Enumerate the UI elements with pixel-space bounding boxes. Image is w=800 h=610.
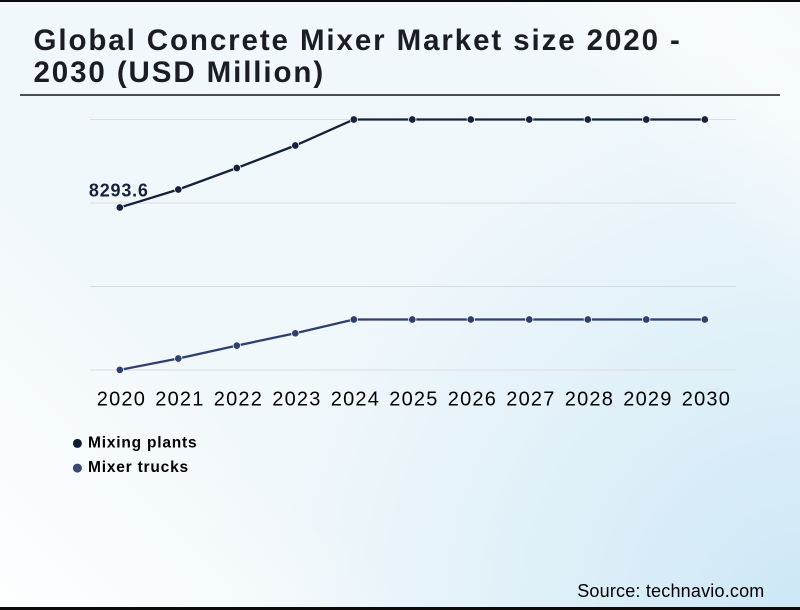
svg-text:2022: 2022 xyxy=(214,388,263,410)
svg-text:2026: 2026 xyxy=(448,388,497,410)
svg-text:2027: 2027 xyxy=(506,388,555,410)
svg-text:2024: 2024 xyxy=(331,388,380,410)
svg-text:2021: 2021 xyxy=(155,388,204,410)
svg-text:2023: 2023 xyxy=(272,388,321,410)
svg-text:Mixer trucks: Mixer trucks xyxy=(88,459,189,476)
svg-text:8293.6: 8293.6 xyxy=(89,180,149,200)
svg-text:2030: 2030 xyxy=(682,388,731,410)
svg-text:2025: 2025 xyxy=(389,388,438,410)
svg-text:Mixing plants: Mixing plants xyxy=(88,434,197,451)
svg-text:2020: 2020 xyxy=(97,388,146,410)
svg-text:2028: 2028 xyxy=(565,388,614,410)
svg-text:2029: 2029 xyxy=(623,388,672,410)
